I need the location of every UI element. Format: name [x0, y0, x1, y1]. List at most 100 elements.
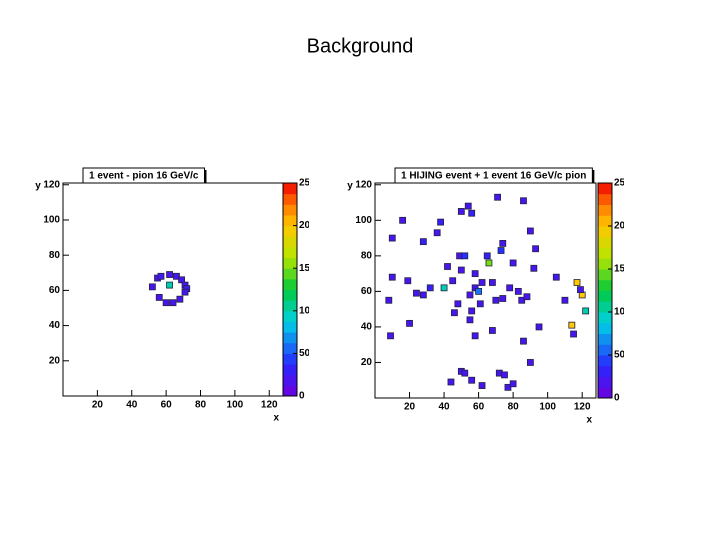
hit-cell — [388, 234, 396, 242]
x-tick-label: 80 — [195, 400, 207, 411]
colorbar-band — [283, 289, 297, 301]
hit-cell — [155, 294, 163, 301]
colorbar-band — [283, 236, 297, 248]
hit-cell — [166, 281, 173, 289]
colorbar-band — [598, 344, 612, 356]
y-tick-label: 40 — [361, 322, 373, 333]
hit-cell — [169, 299, 177, 307]
colorbar-band — [283, 225, 297, 237]
hit-cell — [457, 266, 465, 274]
hit-cell — [454, 300, 462, 308]
hit-cell — [530, 264, 538, 272]
y-tick-label: 80 — [361, 250, 373, 261]
colorbar-frame — [282, 182, 298, 397]
hit-cell — [471, 284, 479, 292]
hit-cell — [419, 238, 427, 246]
hit-cell — [570, 330, 577, 338]
y-axis-label: y — [35, 181, 41, 192]
colorbar-band — [283, 300, 297, 312]
hit-cell — [501, 371, 508, 379]
hit-cell — [577, 286, 584, 294]
y-tick-label: 60 — [49, 285, 61, 296]
hit-cell — [181, 288, 189, 296]
colorbar-band — [598, 226, 612, 238]
hit-cell — [451, 309, 458, 317]
hit-cell — [497, 247, 505, 254]
colorbar-band — [598, 312, 612, 324]
colorbar-band — [283, 214, 297, 227]
colorbar-band — [598, 355, 612, 367]
hit-cell — [173, 272, 180, 280]
hit-cell — [385, 296, 393, 304]
hit-cell — [526, 359, 534, 366]
hit-cell — [406, 319, 413, 327]
hit-cell — [494, 193, 501, 201]
hit-cell — [568, 321, 576, 329]
colorbar-band — [283, 342, 297, 354]
hit-cell — [478, 279, 486, 286]
panel: 20 40 60 80 100 120 20 40 60 80 100 120 x y 1 event - … — [35, 167, 316, 424]
plot-frame — [62, 182, 284, 397]
x-tick-label: 120 — [261, 400, 278, 411]
hit-cell — [520, 337, 527, 345]
hit-cell — [148, 283, 156, 291]
hit-cell — [387, 332, 394, 340]
colorbar-band — [283, 321, 297, 333]
colorbar-band — [598, 204, 612, 216]
hit-cell — [499, 240, 507, 247]
hit-cell — [489, 327, 496, 334]
colorbar-band — [598, 236, 612, 248]
x-axis-label: x — [586, 415, 592, 426]
hit-cell — [520, 197, 527, 205]
chart-title: 1 event - pion 16 GeV/c — [89, 171, 199, 182]
colorbar-band — [598, 290, 612, 302]
hit-cell — [535, 323, 543, 331]
colorbar-band — [283, 193, 297, 205]
hit-cell — [461, 252, 469, 260]
x-tick-label: 20 — [92, 400, 104, 411]
colorbar-band — [598, 387, 612, 399]
colorbar-band — [598, 183, 612, 195]
x-axis-label: x — [273, 413, 279, 424]
colorbar-band — [598, 279, 612, 291]
colorbar-band — [598, 301, 612, 313]
hit-cell — [506, 284, 514, 292]
hit-cell — [523, 293, 531, 301]
hit-cell — [526, 227, 534, 235]
colorbar-band — [283, 183, 297, 195]
hit-cell — [440, 284, 448, 292]
colorbar-band — [283, 385, 297, 397]
hit-cell — [509, 380, 517, 388]
hit-cell — [468, 376, 476, 384]
hit-cell — [461, 369, 469, 377]
x-tick-label: 100 — [227, 400, 244, 411]
x-tick-label: 60 — [161, 400, 173, 411]
chart-title: 1 HIJING event + 1 event 16 GeV/c pion — [401, 171, 586, 182]
hit-cell — [437, 218, 445, 226]
hit-cell — [426, 284, 434, 292]
x-tick-label: 120 — [574, 402, 591, 413]
hit-cell — [552, 273, 560, 281]
hit-cell — [518, 296, 526, 304]
hit-cell — [532, 245, 539, 253]
x-tick-label: 40 — [439, 402, 451, 413]
z-tick-label: 50 — [299, 348, 311, 359]
z-tick-label: 200 — [299, 220, 316, 231]
colorbar-band — [598, 365, 612, 377]
hit-cell — [489, 279, 496, 286]
x-tick-label: 20 — [404, 402, 416, 413]
y-tick-label: 80 — [49, 250, 61, 261]
hit-cell — [483, 252, 491, 260]
colorbar-band — [283, 204, 297, 216]
colorbar-band — [283, 246, 297, 259]
hit-cell — [471, 332, 479, 340]
hit-cell — [176, 295, 184, 303]
x-tick-label: 100 — [539, 402, 556, 413]
hit-cell — [471, 270, 479, 278]
hit-cell — [178, 276, 185, 284]
y-tick-label: 20 — [49, 355, 61, 366]
colorbar-band — [598, 333, 612, 345]
colorbar-band — [598, 269, 612, 281]
colorbar-band — [598, 258, 612, 270]
